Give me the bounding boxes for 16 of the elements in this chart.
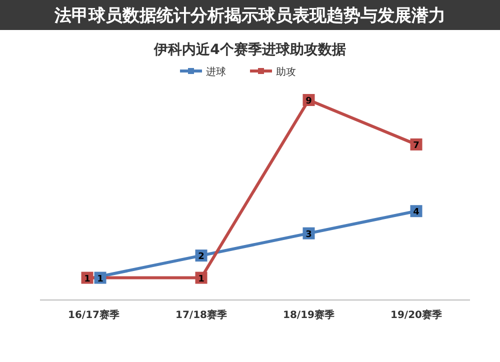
x-tick-label: 19/20赛季 [390, 309, 443, 321]
data-label: 1 [198, 274, 204, 284]
data-label: 1 [97, 274, 104, 284]
x-tick-label: 17/18赛季 [176, 309, 228, 321]
data-label: 4 [413, 208, 420, 218]
x-tick-label: 16/17赛季 [68, 309, 120, 321]
data-label: 2 [198, 252, 204, 262]
text: 法甲球员数据统计分析揭示球员表现趋势与发展潜力 [54, 6, 446, 26]
legend-label: 进球 [206, 66, 226, 78]
chart-title: 伊科内近4个赛季进球助攻数据 [153, 41, 346, 58]
x-tick-label: 18/19赛季 [283, 309, 336, 321]
data-label: 7 [413, 140, 420, 151]
data-label: 3 [306, 230, 312, 240]
data-label: 9 [306, 96, 312, 106]
legend-label: 助攻 [276, 66, 296, 78]
data-label: 1 [84, 274, 90, 284]
